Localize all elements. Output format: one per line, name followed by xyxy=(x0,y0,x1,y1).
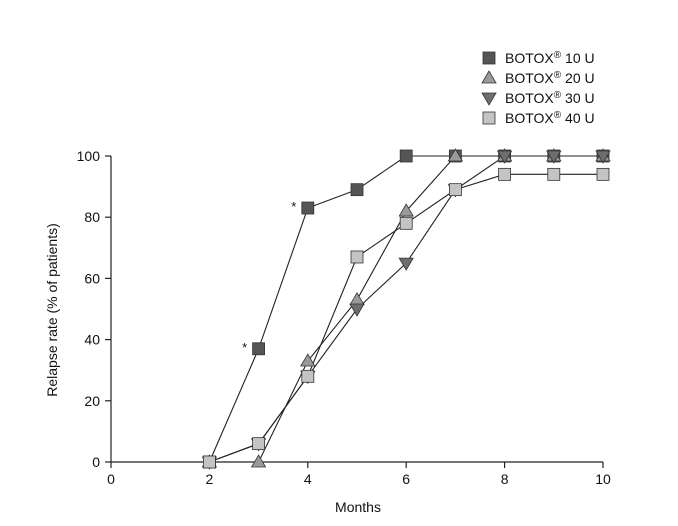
data-point-series-1 xyxy=(252,342,266,356)
x-tick-label: 0 xyxy=(107,471,115,487)
y-tick-label: 0 xyxy=(92,454,100,470)
legend: BOTOX® 10 U BOTOX® 20 U BOTOX® 30 U BOTOX® … xyxy=(481,50,595,127)
data-point-series-1 xyxy=(350,183,364,197)
x-tick-label: 8 xyxy=(501,471,509,487)
data-point-series-4 xyxy=(448,183,462,197)
x-tick-label: 2 xyxy=(206,471,214,487)
data-point-series-4 xyxy=(399,216,413,230)
data-point-series-4 xyxy=(498,167,512,181)
data-point-series-2 xyxy=(300,353,316,367)
data-point-series-4 xyxy=(301,369,315,383)
data-point-series-3 xyxy=(496,150,513,164)
x-tick-label: 4 xyxy=(304,471,312,487)
legend-marker-4 xyxy=(482,111,496,125)
data-point-series-4 xyxy=(202,455,216,469)
data-point-series-3 xyxy=(546,150,562,164)
significance-marker: * xyxy=(291,199,296,214)
legend-label-2: BOTOX® 20 U xyxy=(505,70,595,87)
x-tick-label: 6 xyxy=(402,471,410,487)
y-tick-label: 60 xyxy=(84,270,100,286)
series-lines xyxy=(208,155,603,463)
legend-marker-2 xyxy=(481,70,497,84)
data-point-series-3 xyxy=(398,257,414,271)
legend-marker-1 xyxy=(482,51,496,65)
annotations: ** xyxy=(242,199,296,355)
data-point-series-1 xyxy=(399,149,413,163)
y-tick-label: 40 xyxy=(84,332,100,348)
x-axis-title: Months xyxy=(335,499,381,515)
legend-label-3: BOTOX® 30 U xyxy=(505,90,595,107)
data-point-series-3 xyxy=(595,150,611,164)
data-point-series-2 xyxy=(349,292,365,306)
data-point-series-2 xyxy=(398,203,414,217)
legend-marker-3 xyxy=(481,92,497,106)
data-point-series-2 xyxy=(447,148,464,162)
y-axis-title: Relapse rate (% of patients) xyxy=(44,223,60,397)
legend-label-1: BOTOX® 10 U xyxy=(505,50,595,67)
legend-label-4: BOTOX® 40 U xyxy=(505,110,595,127)
axes: 0 20 40 60 80 100 0 2 4 6 8 10 xyxy=(77,148,611,487)
significance-marker: * xyxy=(242,340,247,355)
data-point-series-4 xyxy=(547,167,561,181)
y-tick-label: 20 xyxy=(84,393,100,409)
data-point-series-1 xyxy=(301,201,315,215)
series-markers xyxy=(201,148,611,470)
data-point-series-3 xyxy=(349,303,365,317)
data-point-series-2 xyxy=(250,454,267,468)
data-point-series-4 xyxy=(350,250,364,264)
series-line-3 xyxy=(209,155,603,463)
data-point-series-4 xyxy=(252,437,266,451)
y-tick-label: 100 xyxy=(77,148,101,164)
y-tick-label: 80 xyxy=(84,209,100,225)
series-line-2 xyxy=(209,155,603,463)
series-line-1 xyxy=(208,155,603,463)
x-tick-label: 10 xyxy=(595,471,611,487)
data-point-series-4 xyxy=(596,167,610,181)
